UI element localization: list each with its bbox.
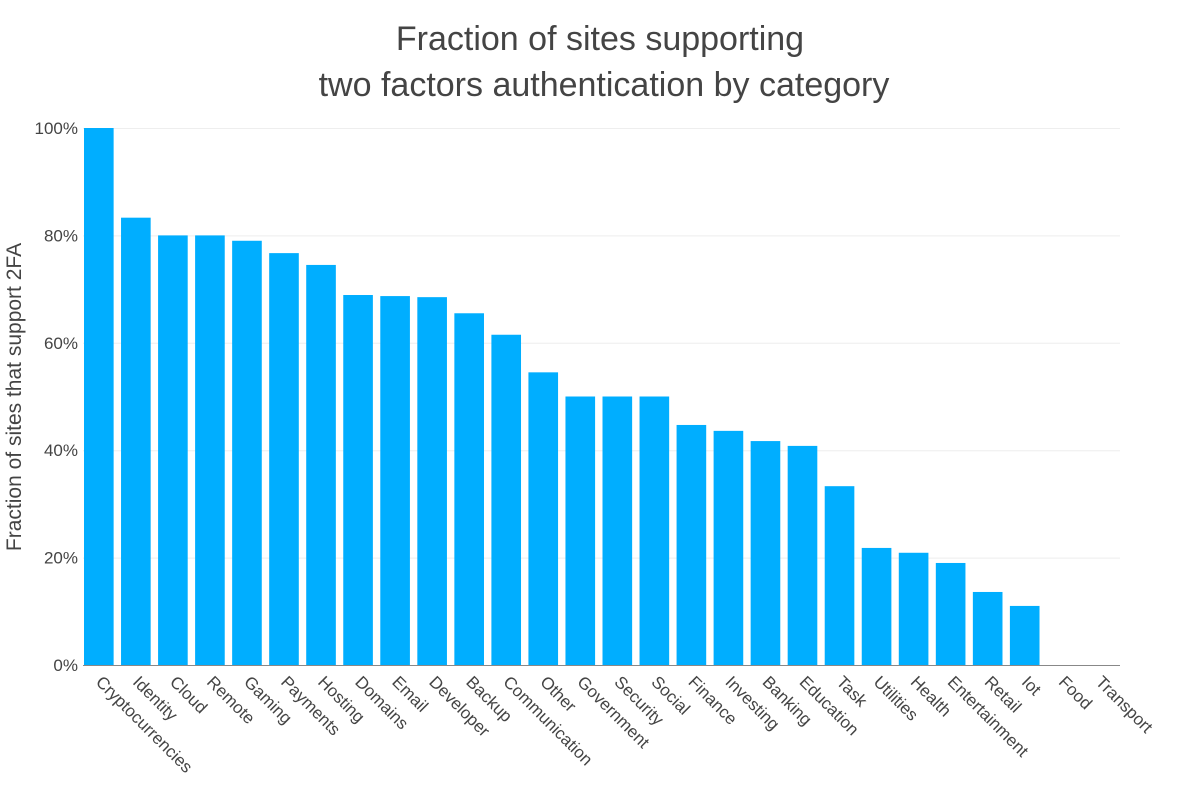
bar-remote [195,235,225,665]
y-tick-label: 80% [44,226,78,245]
bar-gaming [232,240,262,665]
bar-security [602,396,633,665]
bar-hosting [306,264,336,665]
y-tick-label: 40% [44,441,78,460]
bar-investing [713,430,744,665]
bar-payments [269,253,299,665]
bar-task [824,486,855,665]
bar-health [898,552,929,665]
x-tick-label: Food [1055,672,1096,713]
bar-utilities [861,547,892,665]
bar-backup [454,313,484,665]
y-axis-label: Fraction of sites that support 2FA [3,243,26,551]
bar-domains [343,295,373,665]
bar-finance [676,424,707,665]
y-tick-label: 0% [53,656,78,675]
y-tick-label: 100% [35,119,78,138]
bar-social [639,396,670,665]
x-tick-label: Transport [1092,672,1157,737]
bar-retail [972,591,1003,665]
y-tick-label: 60% [44,334,78,353]
bar-communication [491,334,522,665]
bar-iot [1009,605,1040,665]
bar-developer [417,297,447,665]
bar-cryptocurrencies [84,128,114,665]
x-tick-label: Iot [1018,672,1045,699]
chart-title-line-1: Fraction of sites supporting [396,20,804,58]
bar-identity [121,217,151,665]
bar-email [380,296,410,665]
bar-banking [750,441,781,665]
bar-other [528,372,559,665]
bar-government [565,396,596,665]
bar-entertainment [935,562,966,665]
bar-education [787,445,818,665]
chart-title-line-2: two factors authentication by category [319,66,890,104]
y-tick-label: 20% [44,549,78,568]
bar-cloud [158,235,188,665]
